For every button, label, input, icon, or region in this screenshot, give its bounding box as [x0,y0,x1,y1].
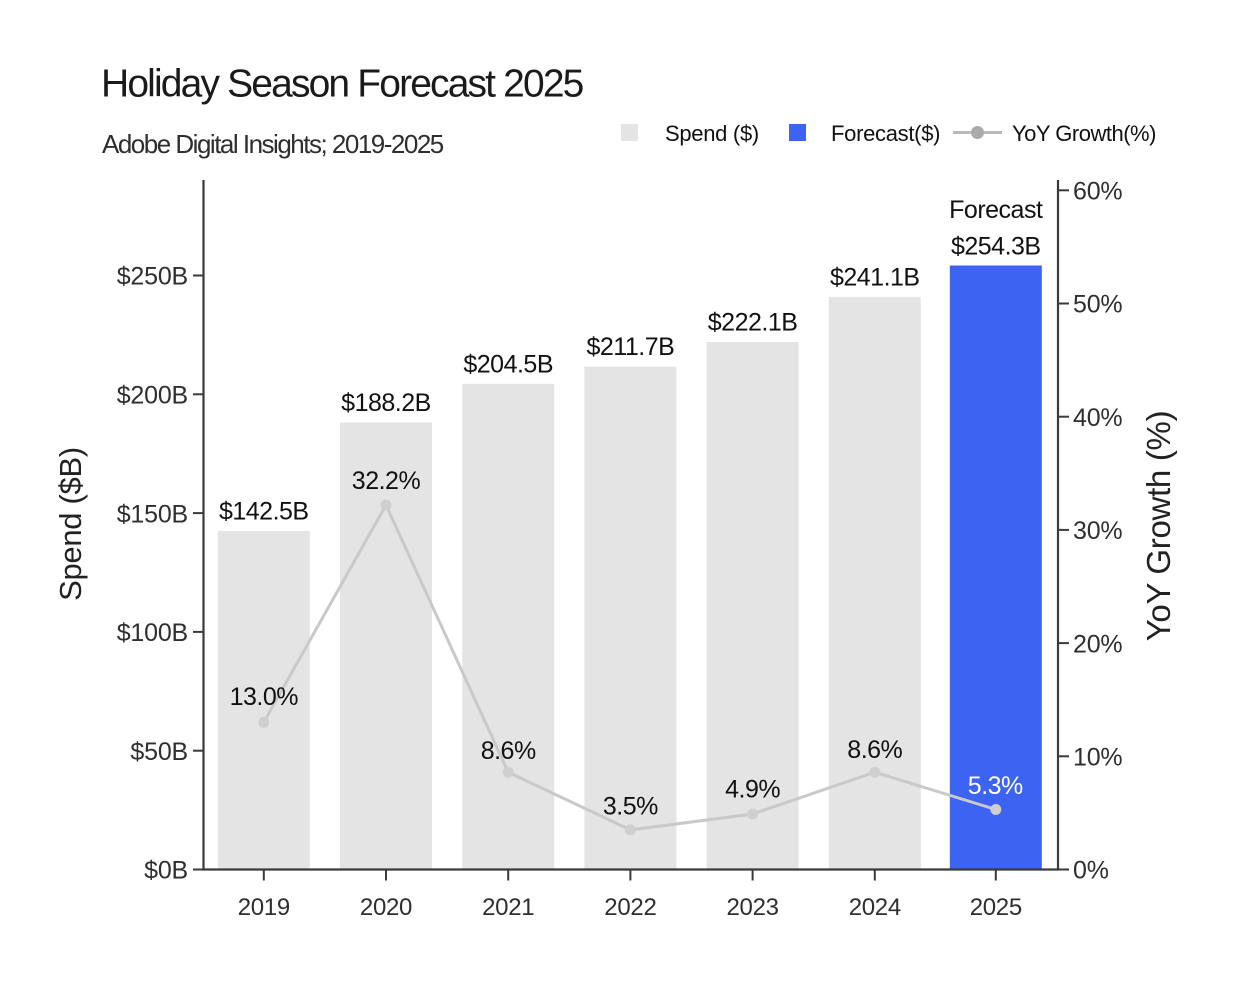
svg-text:0%: 0% [1073,857,1109,885]
svg-text:60%: 60% [1073,178,1122,206]
svg-text:$50B: $50B [130,738,188,766]
svg-text:10%: 10% [1073,744,1122,772]
svg-text:4.9%: 4.9% [725,776,780,804]
svg-text:30%: 30% [1073,517,1122,545]
svg-text:$204.5B: $204.5B [463,350,553,378]
svg-text:$100B: $100B [117,619,188,647]
svg-text:$254.3B: $254.3B [951,233,1041,261]
svg-text:8.6%: 8.6% [847,736,902,764]
svg-text:2025: 2025 [970,894,1022,921]
svg-text:20%: 20% [1073,630,1122,658]
svg-text:$222.1B: $222.1B [708,309,798,337]
svg-text:$250B: $250B [117,263,188,291]
svg-text:13.0%: 13.0% [230,683,299,711]
svg-text:$188.2B: $188.2B [341,389,431,417]
svg-text:3.5%: 3.5% [603,793,658,821]
svg-text:Spend ($B): Spend ($B) [53,447,88,601]
svg-text:32.2%: 32.2% [352,467,421,495]
svg-text:$200B: $200B [117,382,188,410]
svg-text:2022: 2022 [604,894,656,921]
svg-text:$241.1B: $241.1B [830,263,920,291]
svg-text:Holiday Season Forecast 2025: Holiday Season Forecast 2025 [101,63,584,106]
svg-text:2019: 2019 [238,894,290,921]
svg-text:$150B: $150B [117,500,188,528]
svg-text:Spend ($): Spend ($) [665,121,759,146]
svg-text:Forecast($): Forecast($) [831,121,940,146]
svg-text:50%: 50% [1073,291,1122,319]
svg-text:Adobe Digital Insights; 2019-2: Adobe Digital Insights; 2019-2025 [102,129,444,159]
svg-text:40%: 40% [1073,404,1122,432]
svg-text:8.6%: 8.6% [481,737,536,765]
svg-text:$211.7B: $211.7B [587,333,675,361]
svg-text:2024: 2024 [849,894,901,921]
svg-text:YoY Growth(%): YoY Growth(%) [1012,121,1156,146]
svg-text:2023: 2023 [726,894,778,921]
svg-text:$0B: $0B [144,857,188,885]
svg-text:Forecast: Forecast [949,196,1043,224]
svg-text:2021: 2021 [482,894,534,921]
svg-text:YoY Growth (%): YoY Growth (%) [1140,411,1177,642]
svg-text:2020: 2020 [360,894,412,921]
svg-text:5.3%: 5.3% [968,772,1023,800]
svg-text:$142.5B: $142.5B [219,498,309,526]
